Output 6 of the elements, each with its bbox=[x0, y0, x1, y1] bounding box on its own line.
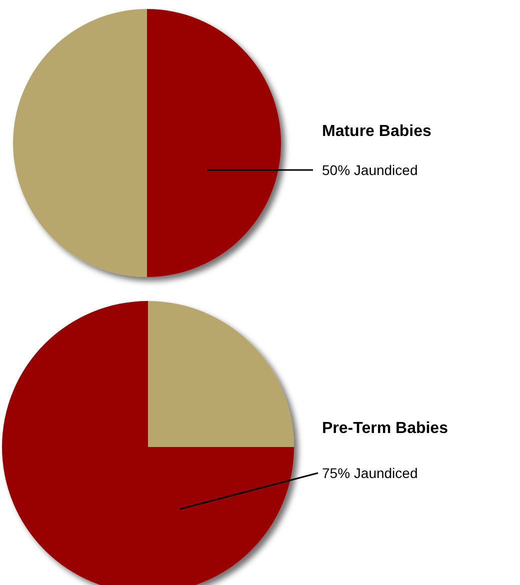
pie-slice bbox=[13, 9, 147, 277]
pie-slice bbox=[147, 9, 281, 277]
data-label: 50% Jaundiced bbox=[322, 162, 418, 178]
text: Pre-Term Babies bbox=[322, 420, 448, 437]
text: Mature Babies bbox=[322, 123, 432, 140]
data-label: 75% Jaundiced bbox=[322, 465, 418, 481]
